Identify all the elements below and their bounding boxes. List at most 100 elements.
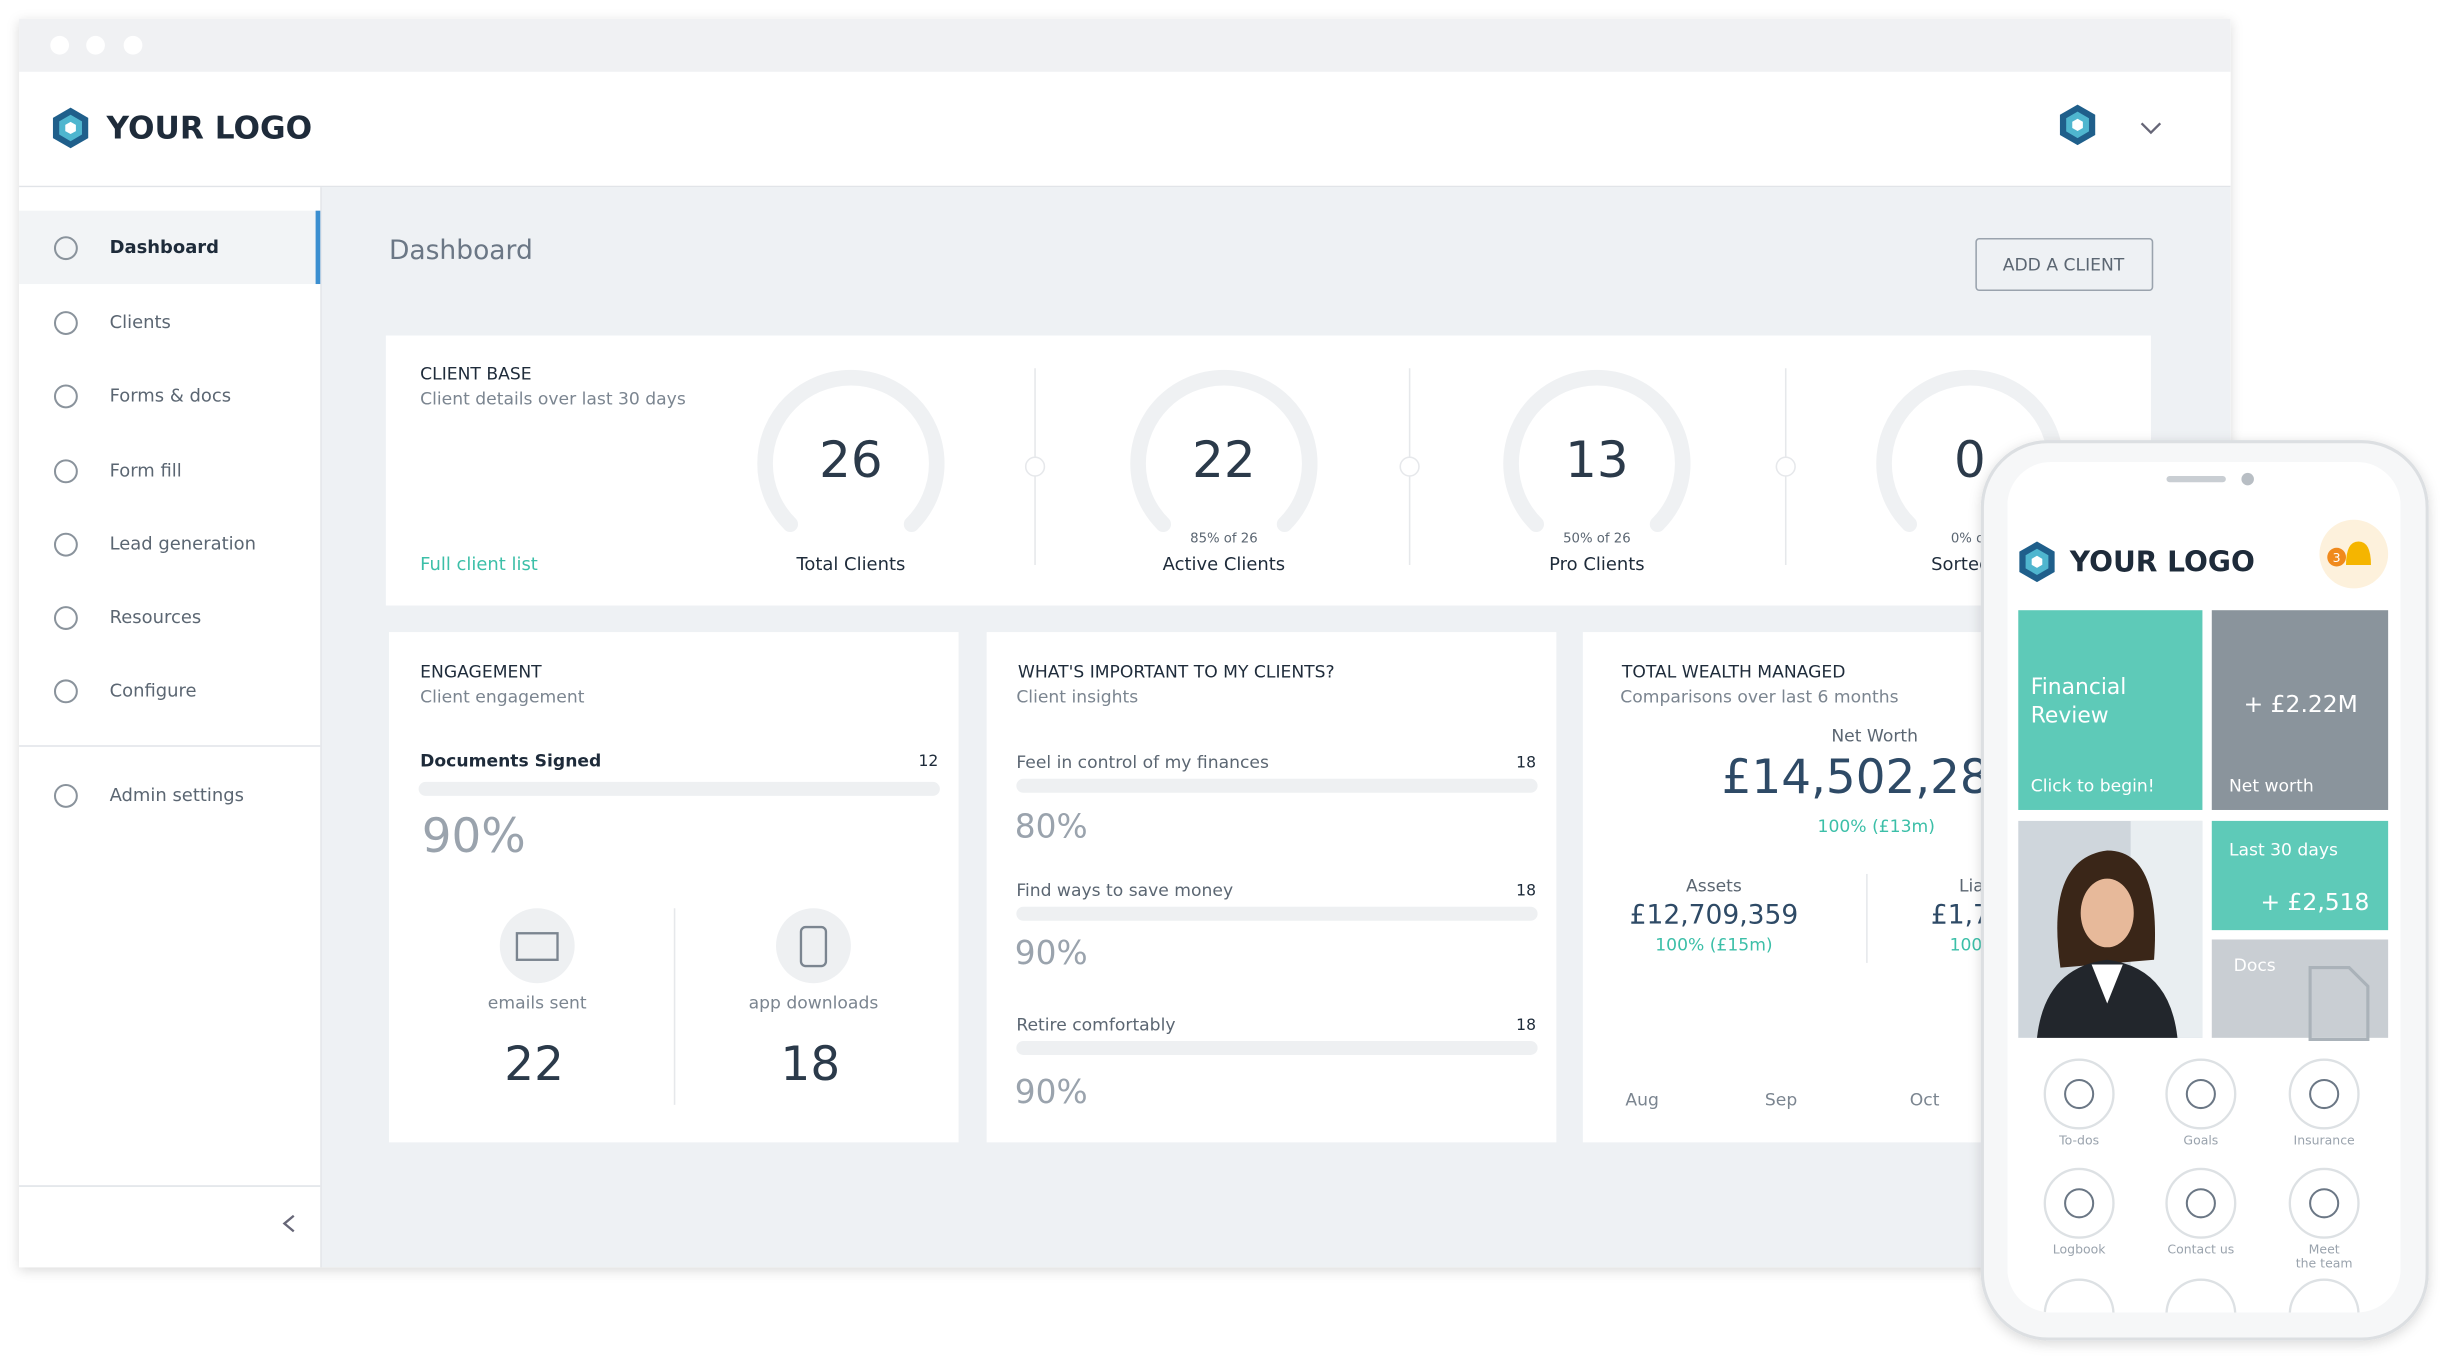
nav-icon	[53, 236, 78, 261]
nav-item[interactable]: Forms & docs	[110, 385, 231, 406]
review-tile	[2018, 610, 2203, 810]
assets-change: 100% (£15m)	[1655, 936, 1772, 956]
nav-item[interactable]: Configure	[110, 680, 197, 701]
app-icon-label: the team	[2296, 1256, 2353, 1271]
gauge-note: 85% of 26	[1190, 531, 1258, 546]
app-icon-label: To-dos	[2058, 1132, 2099, 1147]
doc-glyph	[2308, 966, 2370, 1041]
gauge-arrow	[1775, 456, 1796, 477]
net-tile	[2211, 610, 2389, 810]
logo-text: YOUR LOGO	[105, 111, 312, 147]
gauge-label: Active Clients	[1163, 554, 1285, 575]
gauge-track	[757, 369, 945, 533]
liabilities-label: Lia	[1959, 876, 1984, 896]
insight-label: Find ways to save money	[1016, 881, 1233, 901]
app-icon[interactable]	[2043, 1167, 2115, 1239]
logo-core	[2031, 555, 2043, 568]
gauge-arrow	[1024, 456, 1046, 477]
app-icon	[2165, 1278, 2237, 1313]
app-icon-label: Insurance	[2294, 1132, 2355, 1147]
insight-label: Feel in control of my finances	[1016, 753, 1269, 773]
photo-shirt	[2091, 964, 2123, 1004]
insight-percent: 90%	[1015, 1073, 1088, 1111]
phone-screen: YOUR LOGO 3 Financial Review Click to begin!…	[2007, 461, 2401, 1313]
app-icon[interactable]	[2288, 1167, 2360, 1239]
badge	[2327, 547, 2347, 567]
month-label: Sep	[1765, 1090, 1797, 1110]
add-client-button	[1975, 237, 2154, 292]
gauge-value: 13	[1565, 431, 1629, 489]
gauge-note: 50% of 26	[1563, 531, 1631, 546]
app-icon-label: Logbook	[2053, 1242, 2106, 1257]
docs-tile	[2211, 939, 2389, 1038]
tile-action: Click to begin!	[2031, 777, 2155, 797]
logo-core	[65, 121, 76, 135]
tile-title[interactable]: Financial	[2031, 675, 2127, 700]
card-subtitle: Comparisons over last 6 months	[1620, 688, 1898, 708]
recent-tile	[2211, 820, 2389, 931]
app-icon[interactable]	[2165, 1058, 2237, 1130]
add-client-label[interactable]: ADD A CLIENT	[2003, 255, 2125, 275]
client-list-link[interactable]: Full client list	[420, 554, 538, 575]
collapse-button[interactable]	[282, 1214, 295, 1233]
nav-icon	[53, 679, 78, 704]
nav-item[interactable]: Dashboard	[110, 237, 219, 258]
nav-item[interactable]: Resources	[110, 607, 202, 628]
active-item	[19, 210, 321, 285]
gauge-value: 26	[819, 431, 883, 489]
nav-icon	[53, 532, 78, 557]
app-icon[interactable]	[2165, 1167, 2237, 1239]
bell-glyph	[2346, 541, 2371, 565]
page-title: Dashboard	[389, 235, 533, 266]
app-icon	[2043, 1278, 2115, 1313]
card-title: WHAT'S IMPORTANT TO MY CLIENTS?	[1018, 663, 1335, 683]
nav-item[interactable]: Clients	[110, 312, 171, 333]
progress-track	[1016, 778, 1538, 793]
insight-label: Retire comfortably	[1016, 1015, 1175, 1035]
stat-icon	[499, 908, 575, 984]
tile-label: Docs	[2234, 956, 2276, 976]
app-icon-glyph	[2064, 1188, 2095, 1219]
app-icon	[2288, 1278, 2360, 1313]
app-icon-glyph	[2309, 1078, 2340, 1110]
nav-item[interactable]: Admin settings	[110, 785, 244, 806]
progress-track	[418, 781, 940, 796]
metric-percent: 90%	[422, 810, 526, 864]
speaker	[2166, 475, 2226, 483]
logo-core	[2072, 118, 2083, 131]
account-chevron[interactable]	[2140, 122, 2162, 135]
insight-count: 18	[1516, 1016, 1536, 1034]
metric-count: 12	[918, 752, 938, 770]
nav-icon	[53, 459, 78, 484]
insight-percent: 90%	[1015, 934, 1088, 972]
nav-item[interactable]: Lead generation	[110, 534, 256, 555]
card-subtitle: Client insights	[1016, 688, 1138, 708]
app-icon-label: Contact us	[2167, 1242, 2234, 1257]
app-icon[interactable]	[2043, 1058, 2115, 1130]
assets-value: £12,709,359	[1630, 900, 1799, 931]
card-subtitle: Client details over last 30 days	[420, 390, 686, 410]
insight-percent: 80%	[1015, 808, 1088, 846]
stat-label: emails sent	[488, 993, 587, 1013]
gauge-value: 22	[1192, 431, 1256, 489]
nav-icon	[53, 606, 78, 630]
gauge-track	[1130, 369, 1318, 533]
nav-icon	[53, 783, 78, 808]
card-title: TOTAL WEALTH MANAGED	[1621, 663, 1846, 683]
gauge-label: Total Clients	[795, 554, 905, 575]
gauge-track	[1503, 369, 1691, 533]
app-icon-glyph	[2309, 1188, 2340, 1219]
app-icon-glyph	[2185, 1188, 2216, 1219]
sidebar	[19, 187, 321, 1268]
gauge-arrow	[1399, 456, 1420, 477]
mail-glyph	[515, 932, 559, 961]
gauge-note: 0% of	[1951, 531, 1989, 546]
camera	[2241, 472, 2254, 486]
tile-title[interactable]: Review	[2031, 703, 2109, 728]
card-title: ENGAGEMENT	[420, 663, 542, 683]
nav-item[interactable]: Form fill	[110, 460, 182, 481]
client-base-card	[385, 335, 2151, 606]
app-icon[interactable]	[2288, 1058, 2360, 1130]
